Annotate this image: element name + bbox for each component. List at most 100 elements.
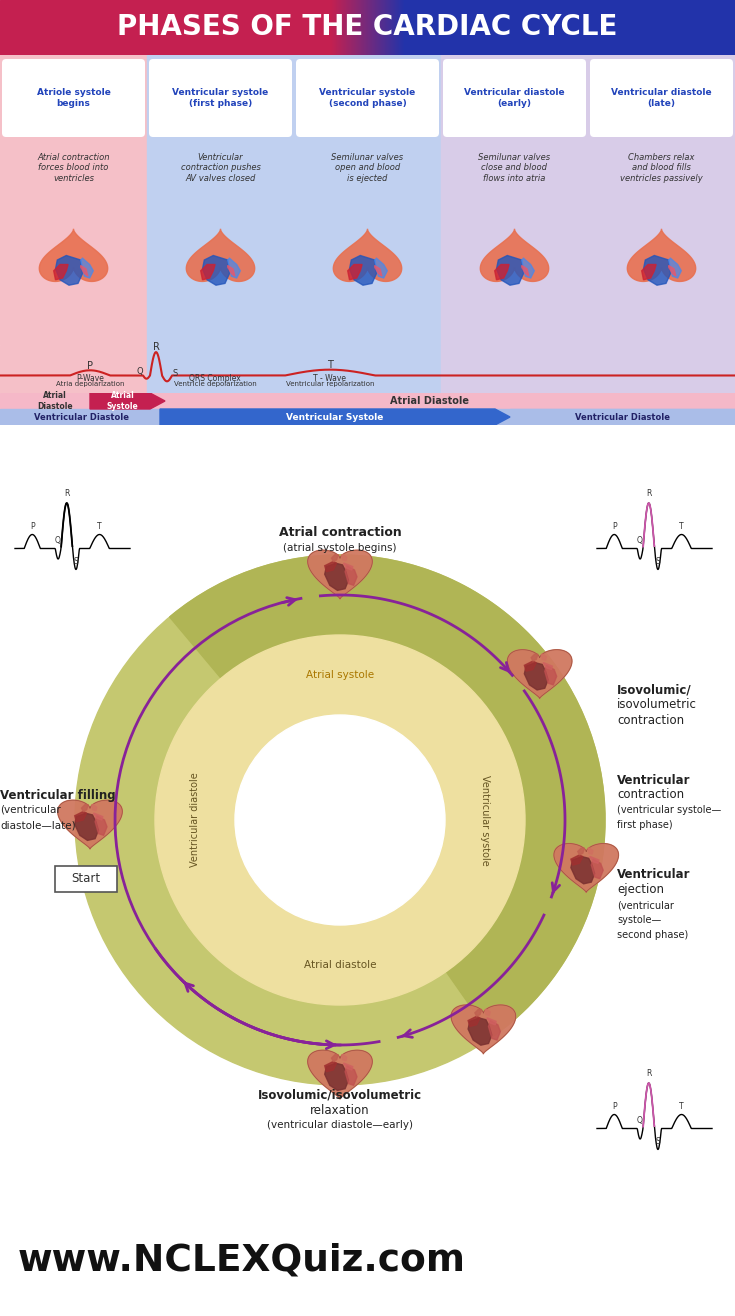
Bar	[367, 0, 368, 55]
Bar	[556, 0, 557, 55]
Bar	[210, 0, 211, 55]
Bar	[154, 0, 155, 55]
Bar	[171, 0, 172, 55]
Bar	[610, 0, 611, 55]
Bar	[649, 0, 650, 55]
Bar	[97, 0, 98, 55]
Bar	[166, 0, 167, 55]
Bar	[30, 0, 31, 55]
Bar	[181, 0, 182, 55]
Bar	[555, 0, 556, 55]
Wedge shape	[170, 555, 605, 1037]
Bar	[235, 0, 236, 55]
Bar	[492, 0, 493, 55]
Bar	[161, 0, 162, 55]
Bar	[438, 0, 439, 55]
Bar	[11, 0, 12, 55]
Bar	[82, 0, 83, 55]
Bar	[13, 0, 14, 55]
Bar	[403, 0, 404, 55]
Bar	[375, 0, 376, 55]
Bar	[303, 0, 304, 55]
Bar	[348, 0, 349, 55]
Text: Atria depolarization: Atria depolarization	[56, 380, 124, 387]
Polygon shape	[543, 663, 553, 670]
Bar	[55, 0, 56, 55]
Bar	[249, 0, 250, 55]
Bar	[64, 0, 65, 55]
Text: ejection: ejection	[617, 883, 664, 896]
Bar	[296, 0, 297, 55]
Bar	[316, 0, 317, 55]
Bar	[701, 0, 702, 55]
Bar	[112, 0, 113, 55]
Bar	[650, 0, 651, 55]
Bar	[684, 0, 685, 55]
Bar	[202, 0, 203, 55]
Bar	[107, 0, 108, 55]
Bar	[725, 0, 726, 55]
Text: T: T	[678, 1101, 684, 1111]
Bar	[460, 0, 461, 55]
Bar	[583, 0, 584, 55]
Bar	[659, 0, 660, 55]
Bar	[525, 0, 526, 55]
Bar	[109, 0, 110, 55]
Text: Atrial contraction: Atrial contraction	[279, 526, 401, 540]
Bar	[300, 0, 301, 55]
Bar	[728, 0, 729, 55]
Bar	[351, 0, 352, 55]
Polygon shape	[92, 804, 97, 811]
Bar	[46, 0, 47, 55]
Polygon shape	[342, 555, 347, 561]
Bar	[33, 0, 34, 55]
Bar	[24, 0, 25, 55]
Bar	[709, 0, 710, 55]
Bar	[116, 0, 117, 55]
Bar	[508, 0, 509, 55]
Bar	[4, 0, 5, 55]
Bar	[158, 0, 159, 55]
Polygon shape	[480, 229, 549, 282]
Bar	[437, 0, 438, 55]
Bar	[152, 0, 153, 55]
Bar	[31, 0, 32, 55]
Bar	[683, 0, 684, 55]
Bar	[374, 0, 375, 55]
Text: contraction: contraction	[617, 713, 684, 726]
Bar	[79, 0, 80, 55]
Bar	[591, 0, 592, 55]
Bar	[310, 0, 311, 55]
Bar	[401, 0, 402, 55]
Bar	[294, 0, 295, 55]
Bar	[721, 0, 722, 55]
Bar	[552, 0, 553, 55]
Bar	[435, 0, 436, 55]
Bar	[278, 0, 279, 55]
Bar	[230, 0, 231, 55]
Bar	[454, 0, 455, 55]
Bar	[680, 0, 681, 55]
Bar	[245, 0, 246, 55]
Bar	[571, 0, 572, 55]
Bar	[517, 0, 518, 55]
Bar	[100, 0, 101, 55]
Bar	[404, 0, 405, 55]
Bar	[648, 0, 649, 55]
Bar	[724, 0, 725, 55]
Bar	[625, 0, 626, 55]
Bar	[311, 0, 312, 55]
Bar	[165, 0, 166, 55]
Bar	[196, 0, 197, 55]
Bar	[667, 0, 668, 55]
Bar	[414, 0, 415, 55]
Polygon shape	[54, 265, 68, 280]
Bar	[145, 0, 146, 55]
Bar	[147, 345, 294, 393]
Bar	[527, 0, 528, 55]
Bar	[247, 0, 248, 55]
Bar	[516, 0, 517, 55]
Bar	[407, 0, 408, 55]
Bar	[248, 0, 249, 55]
Bar	[395, 0, 396, 55]
